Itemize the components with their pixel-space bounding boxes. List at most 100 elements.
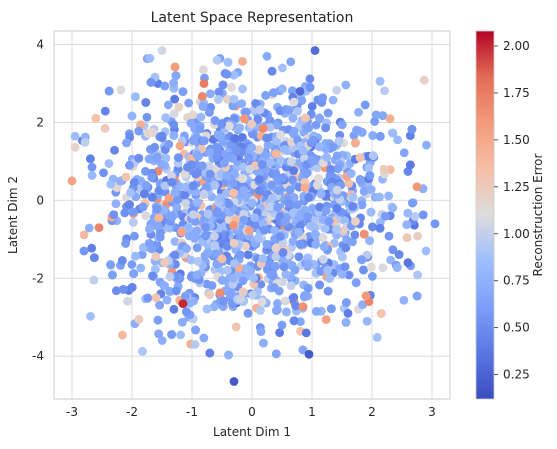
scatter-point bbox=[201, 231, 211, 241]
scatter-point bbox=[315, 202, 325, 212]
scatter-point bbox=[307, 101, 317, 111]
scatter-point bbox=[122, 138, 131, 148]
scatter-point bbox=[116, 85, 126, 95]
scatter-point bbox=[288, 236, 298, 246]
scatter-point bbox=[294, 227, 304, 237]
scatter-point bbox=[94, 223, 104, 233]
scatter-point bbox=[410, 212, 420, 221]
scatter-point bbox=[167, 177, 177, 187]
scatter-point bbox=[205, 108, 214, 117]
scatter-point bbox=[144, 154, 154, 164]
scatter-point bbox=[138, 347, 147, 356]
scatter-point bbox=[108, 270, 117, 280]
scatter-point bbox=[142, 112, 152, 122]
scatter-point bbox=[154, 213, 164, 223]
scatter-point bbox=[199, 189, 209, 199]
scatter-point bbox=[321, 123, 331, 133]
x-tick-label: 0 bbox=[248, 405, 256, 419]
colorbar-label: Reconstruction Error bbox=[531, 154, 545, 277]
colorbar-tick-label: 2.00 bbox=[503, 39, 530, 53]
scatter-point bbox=[279, 262, 289, 272]
scatter-point bbox=[217, 119, 227, 129]
x-tick-label: 2 bbox=[368, 405, 376, 419]
scatter-point bbox=[147, 192, 157, 202]
scatter-point bbox=[139, 189, 149, 199]
scatter-point bbox=[185, 298, 195, 308]
scatter-point bbox=[271, 252, 281, 261]
scatter-point bbox=[152, 153, 162, 163]
scatter-point bbox=[316, 189, 326, 199]
scatter-point bbox=[210, 241, 220, 250]
y-tick-label: -4 bbox=[32, 349, 44, 363]
scatter-point bbox=[131, 251, 140, 261]
scatter-point bbox=[374, 192, 384, 202]
scatter-point bbox=[196, 112, 206, 122]
scatter-point bbox=[312, 180, 322, 190]
scatter-point bbox=[212, 208, 222, 218]
scatter-point bbox=[253, 115, 263, 124]
scatter-point bbox=[186, 118, 196, 128]
scatter-point bbox=[273, 299, 282, 308]
scatter-point bbox=[340, 262, 350, 272]
scatter-point bbox=[181, 182, 190, 192]
scatter-point bbox=[136, 263, 146, 273]
scatter-point bbox=[293, 106, 302, 116]
scatter-point bbox=[121, 172, 131, 182]
scatter-point bbox=[170, 237, 180, 246]
scatter-point bbox=[125, 160, 134, 170]
scatter-point bbox=[164, 139, 174, 149]
scatter-point bbox=[160, 181, 170, 191]
scatter-point bbox=[375, 76, 385, 86]
scatter-point bbox=[199, 79, 209, 88]
y-tick-label: -2 bbox=[32, 271, 44, 285]
x-tick-label: 3 bbox=[428, 405, 436, 419]
scatter-point bbox=[222, 241, 232, 251]
scatter-point bbox=[275, 232, 285, 241]
scatter-point bbox=[183, 162, 192, 172]
scatter-point bbox=[366, 185, 376, 194]
scatter-point bbox=[276, 130, 286, 140]
colorbar-tick-label: 0.75 bbox=[503, 274, 530, 288]
scatter-point bbox=[322, 152, 331, 162]
scatter-point bbox=[376, 309, 386, 318]
scatter-point bbox=[388, 203, 398, 213]
scatter-point bbox=[262, 51, 272, 61]
scatter-point bbox=[153, 221, 163, 231]
scatter-point bbox=[280, 296, 290, 306]
scatter-point bbox=[413, 231, 423, 241]
scatter-point bbox=[223, 95, 232, 104]
scatter-point bbox=[333, 164, 343, 174]
scatter-point bbox=[368, 222, 377, 232]
scatter-point bbox=[258, 123, 268, 133]
scatter-point bbox=[418, 210, 428, 220]
scatter-point bbox=[319, 242, 329, 252]
scatter-point bbox=[236, 294, 246, 304]
scatter-point bbox=[367, 272, 377, 281]
scatter-point bbox=[272, 120, 282, 130]
scatter-point bbox=[134, 153, 144, 163]
scatter-point bbox=[314, 174, 323, 183]
scatter-point bbox=[193, 256, 203, 266]
scatter-point bbox=[111, 199, 121, 209]
scatter-point bbox=[148, 271, 157, 281]
scatter-point bbox=[295, 86, 305, 96]
scatter-point bbox=[278, 247, 288, 257]
scatter-point bbox=[298, 302, 308, 312]
scatter-point bbox=[256, 327, 266, 336]
scatter-point bbox=[184, 98, 194, 108]
scatter-point bbox=[80, 137, 90, 147]
scatter-point bbox=[311, 239, 321, 249]
scatter-point bbox=[344, 179, 354, 188]
scatter-point bbox=[181, 307, 191, 317]
scatter-point bbox=[315, 142, 324, 152]
scatter-point bbox=[194, 124, 204, 134]
scatter-point bbox=[203, 248, 213, 258]
scatter-point bbox=[276, 156, 286, 165]
scatter-point bbox=[302, 168, 312, 178]
scatter-point bbox=[362, 316, 372, 326]
scatter-point bbox=[228, 178, 238, 188]
scatter-point bbox=[332, 151, 342, 161]
scatter-point bbox=[141, 167, 150, 176]
scatter-point bbox=[272, 305, 282, 315]
scatter-point bbox=[84, 223, 94, 233]
